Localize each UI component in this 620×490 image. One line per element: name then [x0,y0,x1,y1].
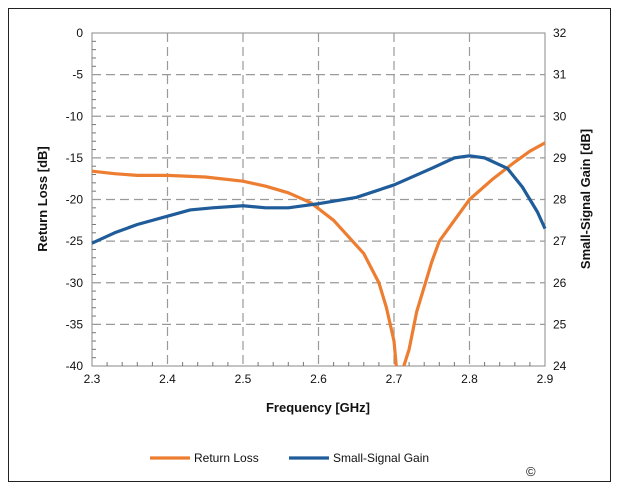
return-loss-line [402,141,546,367]
series-layer [91,141,547,367]
grid [92,33,545,366]
right-tick-label: 29 [553,151,567,165]
left-tick-label: -20 [66,193,84,207]
x-tick-label: 2.9 [537,372,554,386]
chart: 0 -5 -10 -15 -20 -25 -30 -35 -40 32 31 30 29 28 27 26 2… [35,26,593,479]
x-tick-label: 2.5 [235,372,252,386]
x-axis-ticks: 2.3 2.4 2.5 2.6 2.7 2.8 2.9 [84,372,554,386]
right-axis-label: Small-Signal Gain [dB] [578,129,593,269]
legend-label-return-loss: Return Loss [194,451,259,465]
right-tick-label: 24 [553,359,567,373]
x-tick-label: 2.8 [461,372,478,386]
right-tick-label: 31 [553,68,567,82]
left-tick-label: -30 [66,276,84,290]
copyright-mark: © [526,464,536,479]
left-tick-label: -35 [66,317,84,331]
left-tick-label: -40 [66,359,84,373]
return-loss-line [91,169,398,367]
left-axis-label: Return Loss [dB] [35,146,50,251]
x-axis-label: Frequency [GHz] [266,400,370,415]
left-tick-label: -5 [72,68,83,82]
x-tick-label: 2.3 [84,372,101,386]
x-tick-label: 2.6 [310,372,327,386]
right-tick-label: 27 [553,234,567,248]
right-tick-label: 25 [553,317,567,331]
left-tick-label: 0 [76,26,83,40]
right-tick-label: 28 [553,193,567,207]
chart-frame: 0 -5 -10 -15 -20 -25 -30 -35 -40 32 31 30 29 28 27 26 2… [8,8,611,482]
right-axis-ticks: 32 31 30 29 28 27 26 25 24 [553,26,567,373]
left-axis-ticks: 0 -5 -10 -15 -20 -25 -30 -35 -40 [66,26,84,373]
left-tick-label: -25 [66,234,84,248]
small-signal-gain-line [91,154,547,245]
legend-label-small-signal-gain: Small-Signal Gain [333,451,429,465]
left-tick-label: -10 [66,109,84,123]
right-tick-label: 26 [553,276,567,290]
legend: Return Loss Small-Signal Gain [150,451,429,465]
x-tick-label: 2.4 [159,372,176,386]
right-tick-label: 30 [553,109,567,123]
right-tick-label: 32 [553,26,567,40]
left-tick-label: -15 [66,151,84,165]
x-tick-label: 2.7 [386,372,403,386]
